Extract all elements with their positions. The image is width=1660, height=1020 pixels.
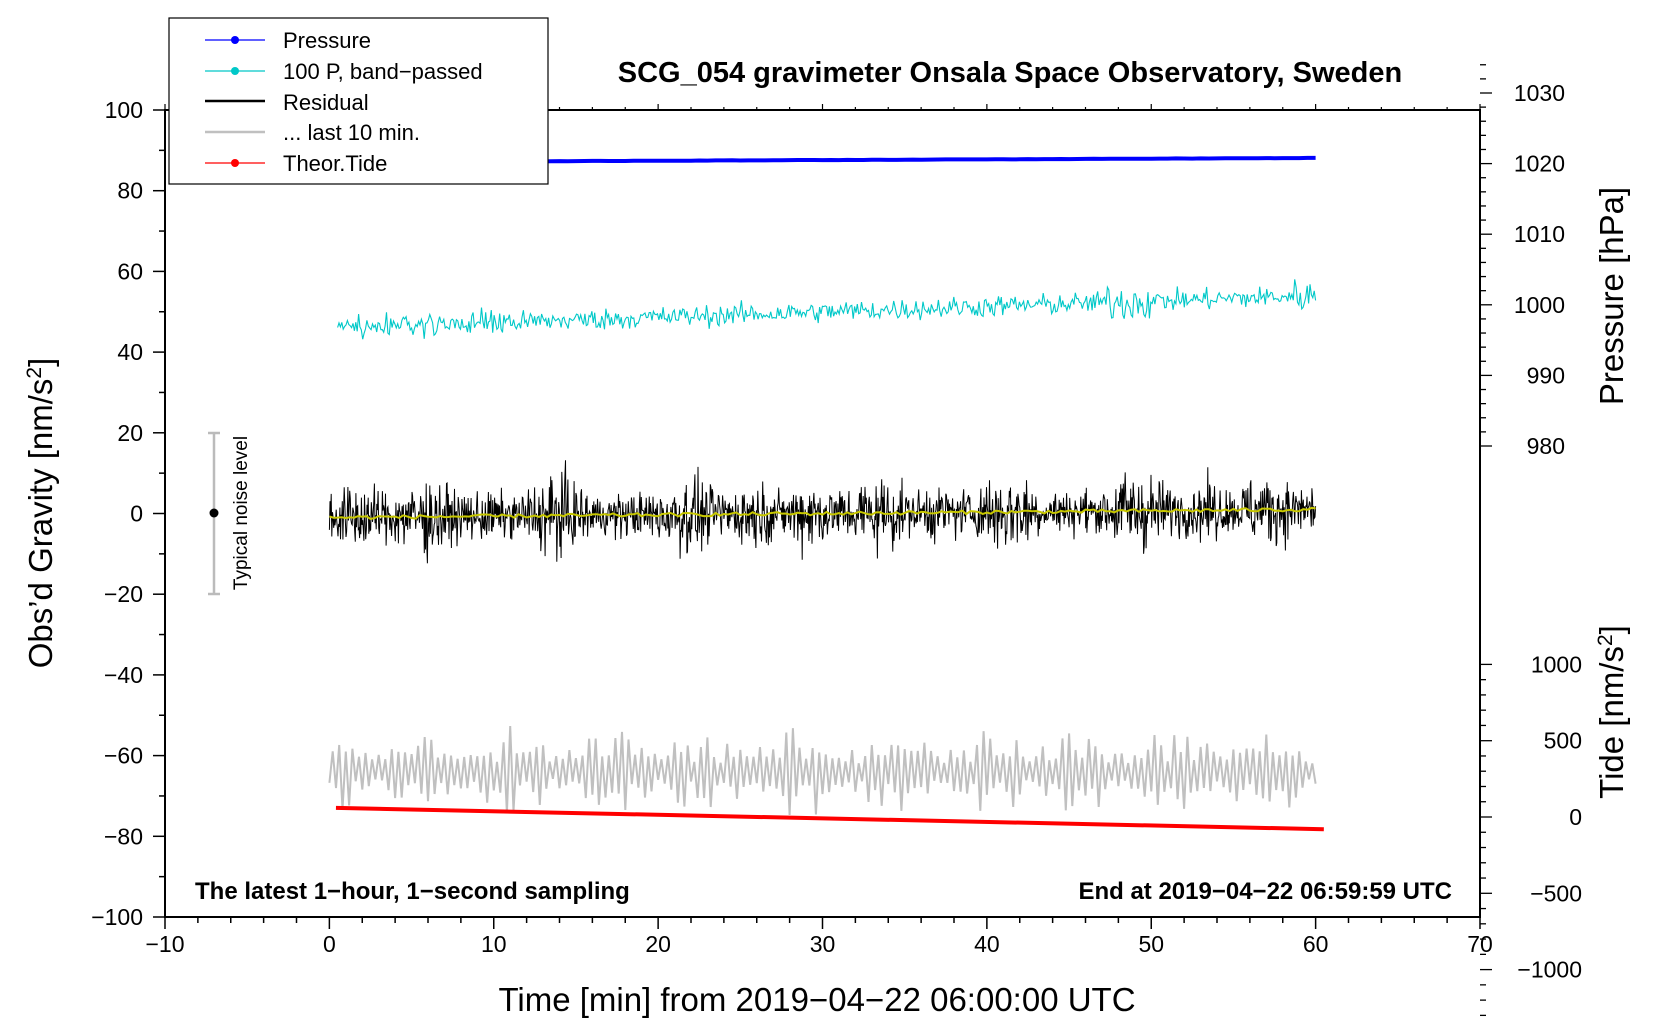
y-tick-label: −80 bbox=[104, 823, 143, 849]
pressure-axis-label: Pressure [hPa] bbox=[1593, 187, 1630, 405]
pressure-tick-label: 990 bbox=[1527, 362, 1565, 388]
annotation-left: The latest 1−hour, 1−second sampling bbox=[195, 878, 630, 905]
series-residual bbox=[328, 460, 1317, 564]
series-residual-smoothed bbox=[329, 506, 1316, 520]
series-theor-tide bbox=[335, 805, 1324, 832]
y-tick-label: 60 bbox=[117, 258, 143, 284]
y-axis-ticks: −100 −80 −60 −40 −20 0 20 40 60 80 100 bbox=[91, 97, 165, 930]
x-axis-label: Time [min] from 2019−04−22 06:00:00 UTC bbox=[498, 981, 1135, 1018]
x-tick-label: 70 bbox=[1467, 931, 1493, 957]
tide-axis-label: Tide [nm/s2] bbox=[1593, 625, 1630, 799]
y-tick-label: 100 bbox=[105, 97, 143, 123]
legend: Pressure 100 P, band−passed Residual ...… bbox=[168, 17, 549, 185]
pressure-tick-label: 1030 bbox=[1514, 80, 1565, 106]
annotation-right: End at 2019−04−22 06:59:59 UTC bbox=[1078, 878, 1452, 905]
noise-bar-center bbox=[209, 508, 219, 518]
tide-tick-label: 500 bbox=[1544, 728, 1582, 754]
pressure-tick-label: 1020 bbox=[1514, 151, 1565, 177]
tide-tick-label: −500 bbox=[1530, 880, 1582, 906]
series-layer bbox=[328, 155, 1324, 832]
tide-tick-label: 1000 bbox=[1531, 651, 1582, 677]
legend-item-residual: Residual bbox=[205, 90, 369, 115]
legend-item-theor-tide: Theor.Tide bbox=[205, 151, 387, 176]
legend-label: ... last 10 min. bbox=[283, 120, 420, 145]
legend-item-bandpassed: 100 P, band−passed bbox=[205, 59, 483, 84]
y-tick-label: −20 bbox=[104, 581, 143, 607]
x-tick-label: 30 bbox=[810, 931, 836, 957]
series-band-passed bbox=[337, 279, 1317, 340]
noise-bar: Typical noise level bbox=[208, 431, 252, 596]
tide-tick-label: −1000 bbox=[1517, 957, 1582, 983]
legend-item-pressure: Pressure bbox=[205, 28, 371, 53]
chart-title: SCG_054 gravimeter Onsala Space Observat… bbox=[618, 57, 1402, 89]
x-tick-label: 0 bbox=[323, 931, 336, 957]
x-tick-label: 50 bbox=[1138, 931, 1164, 957]
legend-label: 100 P, band−passed bbox=[283, 59, 483, 84]
x-tick-label: 60 bbox=[1303, 931, 1329, 957]
x-tick-label: 10 bbox=[481, 931, 507, 957]
y-axis-label: Obs’d Gravity [nm/s2] bbox=[22, 358, 59, 669]
noise-bar-label: Typical noise level bbox=[231, 436, 252, 590]
y-tick-label: −100 bbox=[91, 904, 143, 930]
series-last-10-min bbox=[328, 725, 1317, 816]
y-tick-label: −40 bbox=[104, 662, 143, 688]
x-tick-label: 40 bbox=[974, 931, 1000, 957]
y-tick-label: 0 bbox=[130, 501, 143, 527]
x-tick-label: −10 bbox=[145, 931, 184, 957]
legend-label: Pressure bbox=[283, 28, 371, 53]
legend-item-last-10-min: ... last 10 min. bbox=[205, 120, 420, 145]
pressure-tick-label: 980 bbox=[1527, 433, 1565, 459]
y-tick-label: 20 bbox=[117, 420, 143, 446]
right-axes-ticks: 9809901000101010201030−1500−1000−5000500… bbox=[1480, 64, 1582, 1017]
pressure-tick-label: 1000 bbox=[1514, 292, 1565, 318]
legend-label: Residual bbox=[283, 90, 369, 115]
x-tick-label: 20 bbox=[645, 931, 671, 957]
y-tick-label: 40 bbox=[117, 339, 143, 365]
tide-tick-label: 0 bbox=[1569, 804, 1582, 830]
y-tick-label: −60 bbox=[104, 743, 143, 769]
pressure-tick-label: 1010 bbox=[1514, 221, 1565, 247]
y-tick-label: 80 bbox=[117, 178, 143, 204]
legend-label: Theor.Tide bbox=[283, 151, 387, 176]
